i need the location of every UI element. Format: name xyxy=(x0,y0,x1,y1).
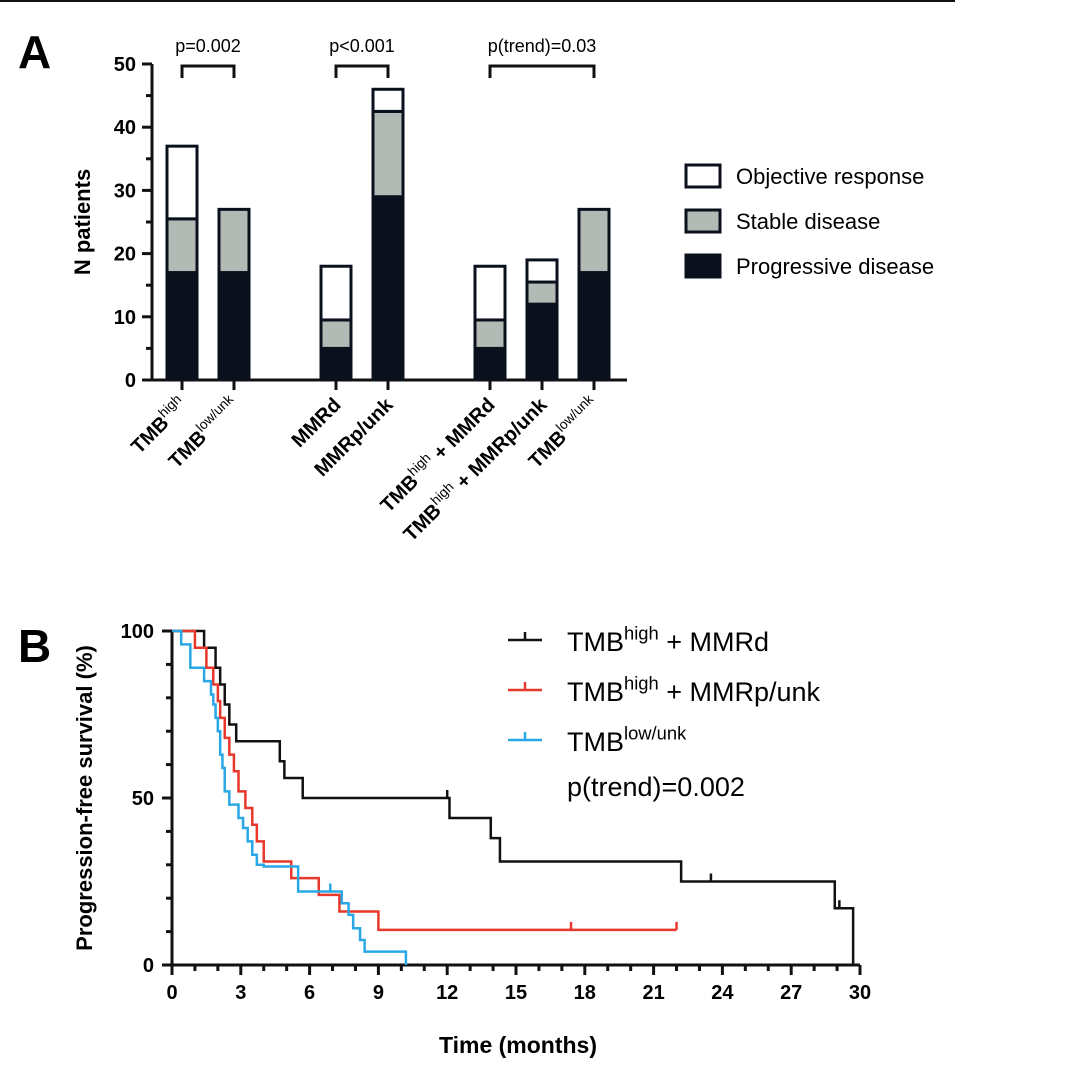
legend-label: TMBhigh + MMRp/unk xyxy=(567,673,821,707)
bar-segment-progressive xyxy=(319,346,353,382)
bar-segment-stable xyxy=(577,207,611,275)
legend-swatch xyxy=(684,163,722,189)
y-tick-label: 0 xyxy=(125,370,136,392)
x-tick-label: 24 xyxy=(711,982,734,1004)
bar-segment-stable xyxy=(165,217,199,275)
x-tick-label: 30 xyxy=(849,982,871,1004)
bar-segment-progressive xyxy=(525,302,559,382)
p-value-label: p<0.001 xyxy=(329,36,395,56)
legend-label: TMBhigh + MMRd xyxy=(567,623,769,657)
bar-segment-stable xyxy=(473,318,507,350)
panel-a-label: A xyxy=(18,26,51,78)
bar-segment-progressive xyxy=(577,271,611,382)
bar-segment-objective xyxy=(371,87,405,113)
x-tick-label: 12 xyxy=(436,982,458,1004)
y-tick-label: 20 xyxy=(114,244,136,266)
y-tick-label: 100 xyxy=(121,621,154,643)
x-tick-label: 27 xyxy=(780,982,802,1004)
y-tick-label: 40 xyxy=(114,117,136,139)
series-tmb-low-line xyxy=(172,629,408,965)
legend-label: Progressive disease xyxy=(736,254,934,279)
series-tmb-high-mmrp-line xyxy=(172,629,677,932)
y-tick-label: 10 xyxy=(114,307,136,329)
legend-label: Stable disease xyxy=(736,209,880,234)
y-tick-label: 0 xyxy=(143,955,154,977)
x-tick-label: 18 xyxy=(574,982,596,1004)
panel-b-label: B xyxy=(18,620,51,672)
bar-segment-progressive xyxy=(217,271,251,382)
bar-segment-objective xyxy=(319,264,353,322)
bar-segment-stable xyxy=(217,207,251,275)
legend-swatch xyxy=(684,208,722,234)
significance-bracket xyxy=(334,64,390,78)
significance-bracket xyxy=(180,64,236,78)
bar-segment-progressive xyxy=(165,271,199,382)
legend-swatch xyxy=(684,253,722,279)
bar-segment-objective xyxy=(525,258,559,284)
y-tick-label: 50 xyxy=(114,54,136,76)
x-tick-label: 3 xyxy=(235,982,246,1004)
bar-segment-stable xyxy=(319,318,353,350)
legend-label: Objective response xyxy=(736,164,924,189)
legend-label: TMBlow/unk xyxy=(567,723,687,757)
bar-segment-objective xyxy=(165,144,199,221)
bar-segment-progressive xyxy=(473,346,507,382)
series-tmb-high-mmrd-line xyxy=(172,629,855,965)
p-value-label: p=0.002 xyxy=(175,36,241,56)
x-tick-label: 15 xyxy=(505,982,527,1004)
bar-segment-objective xyxy=(473,264,507,322)
x-tick-label: 9 xyxy=(373,982,384,1004)
x-tick-label: 6 xyxy=(304,982,315,1004)
y-tick-label: 30 xyxy=(114,180,136,202)
p-trend-annotation: p(trend)=0.002 xyxy=(567,772,745,802)
y-tick-label: 50 xyxy=(132,788,154,810)
y-axis-title: N patients xyxy=(70,169,95,275)
x-tick-label: 21 xyxy=(642,982,664,1004)
x-tick-label: 0 xyxy=(166,982,177,1004)
survival-chart: 0 50 100 0 3 6 9 12 15 18 21 24 27 30 Time (months) Pro… xyxy=(72,621,871,1058)
significance-bracket xyxy=(488,64,596,78)
y-axis-title: Progression-free survival (%) xyxy=(72,645,97,951)
bar-segment-stable xyxy=(525,280,559,306)
x-axis-title: Time (months) xyxy=(439,1032,597,1058)
p-value-label: p(trend)=0.03 xyxy=(488,36,597,56)
bar-segment-progressive xyxy=(371,195,405,382)
bar-segment-stable xyxy=(371,109,405,199)
